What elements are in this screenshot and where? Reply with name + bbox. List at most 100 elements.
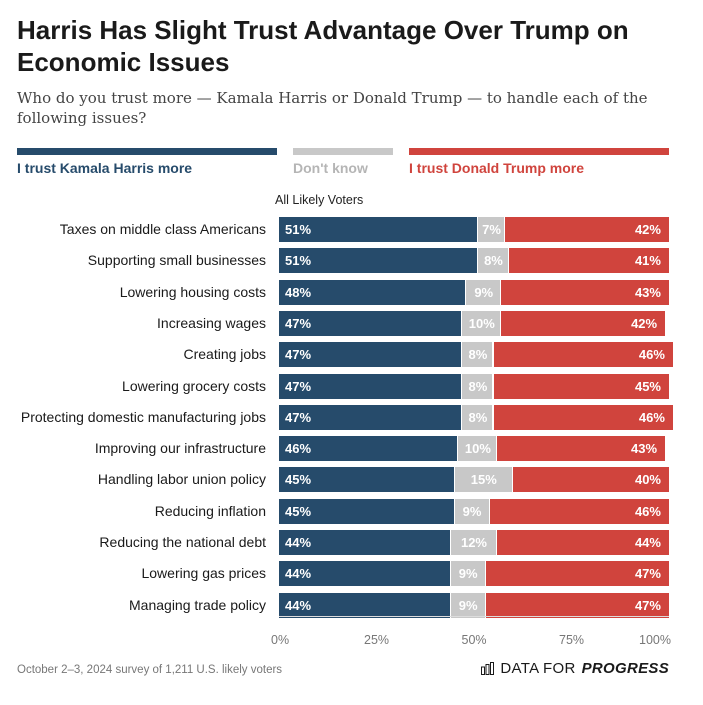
bar-segment-trump [497,530,669,555]
bar-segment-dontknow [450,592,485,618]
category-label: Reducing inflation [154,502,266,519]
value-label-harris: 47% [285,315,312,331]
legend-dontknow: Don't know [293,148,393,176]
value-label-trump: 43% [631,441,658,457]
value-label-dontknow: 9% [458,566,478,582]
value-label-dontknow: 7% [482,222,501,237]
bar-segment-dontknow [450,530,497,555]
bar-segment-dontknow [462,342,493,368]
bar-segment-harris [279,561,450,587]
panel-label: All Likely Voters [275,193,364,207]
bar-segment-harris [279,217,477,242]
bar-segment-harris [279,310,462,336]
value-label-dontknow: 8% [484,253,503,269]
value-label-trump: 41% [634,253,661,269]
value-label-dontknow: 8% [468,409,488,425]
chart-title: Harris Has Slight Trust Advantage Over T… [17,15,629,77]
value-label-trump: 43% [634,284,661,300]
bar-segment-dontknow [450,561,485,587]
legend-harris-swatch [17,148,277,155]
bar-segment-trump [493,404,673,430]
category-label: Lowering grocery costs [122,377,266,394]
bar-segment-harris [279,436,458,462]
bar-segment-harris [279,279,466,305]
value-label-trump: 46% [638,409,665,425]
value-label-harris: 45% [285,472,312,488]
bar-segment-harris [279,248,477,274]
value-label-dontknow: 9% [474,284,494,300]
bar-segment-dontknow [462,310,501,336]
value-label-trump: 46% [638,347,665,363]
bar-segment-trump [505,217,669,242]
logo-prefix: DATA FOR [500,660,576,677]
legend-dontknow-label: Don't know [293,160,368,176]
bar-segment-trump [489,498,669,524]
category-label: Increasing wages [157,314,266,331]
value-label-harris: 47% [285,409,312,425]
category-label: Supporting small businesses [87,252,266,269]
survey-footnote: October 2–3, 2024 survey of 1,211 U.S. l… [17,664,283,676]
data-for-progress-logo: DATA FOR PROGRESS [481,660,669,677]
bar-segment-trump [485,592,669,618]
legend-harris: I trust Kamala Harris more [17,148,277,176]
category-label: Lowering housing costs [119,283,266,300]
value-label-dontknow: 9% [458,597,478,613]
bar-segment-trump [493,342,673,368]
category-label: Reducing the national debt [99,534,266,550]
bar-segment-dontknow [466,279,501,305]
value-label-dontknow: 10% [464,441,491,457]
value-label-trump: 42% [631,315,658,331]
value-label-harris: 46% [285,441,312,457]
category-label: Lowering gas prices [141,565,266,582]
bar-segment-dontknow [477,248,509,274]
bar-segment-trump [509,248,669,274]
bar-segment-dontknow [454,498,489,524]
category-label: Improving our infrastructure [94,440,266,457]
value-label-trump: 46% [634,503,661,519]
value-label-dontknow: 15% [470,472,497,488]
value-label-dontknow: 8% [468,378,488,394]
bar-segment-dontknow [462,404,493,430]
value-label-trump: 40% [634,472,661,488]
bar-segment-harris [279,467,454,493]
bar-segment-harris [279,592,450,618]
value-label-trump: 45% [634,378,661,394]
value-label-harris: 51% [285,222,312,237]
value-label-trump: 42% [634,222,661,237]
value-label-trump: 47% [634,566,661,582]
bar-segment-trump [501,279,669,305]
value-label-harris: 45% [285,503,312,519]
legend-dontknow-swatch [293,148,393,155]
bar-segment-harris [279,530,450,555]
category-label: Taxes on middle class Americans [59,221,266,237]
value-label-harris: 44% [285,597,312,613]
bar-segment-trump [513,467,669,493]
bar-segment-trump [485,561,669,587]
value-label-dontknow: 10% [468,315,495,331]
bar-segment-harris [279,404,462,430]
bar-segment-trump [497,436,666,462]
legend-trump: I trust Donald Trump more [409,148,669,176]
bar-segment-dontknow [458,436,497,462]
value-label-harris: 51% [285,253,312,269]
value-label-harris: 47% [285,347,312,363]
legend-harris-label: I trust Kamala Harris more [17,160,193,176]
category-label: Protecting domestic manufacturing jobs [20,408,266,425]
bar-segment-dontknow [477,217,505,242]
value-label-dontknow: 12% [460,535,487,550]
chart-subtitle: Who do you trust more — Kamala Harris or… [17,89,648,127]
bar-segment-harris [279,498,454,524]
category-label: Handling labor union policy [97,471,266,488]
category-label: Creating jobs [183,346,267,363]
value-label-harris: 44% [285,566,312,582]
bar-segment-dontknow [454,467,512,493]
x-tick-label: 75% [559,633,585,647]
bar-segment-harris [279,342,462,368]
value-label-trump: 44% [634,535,661,550]
bar-segment-trump [501,310,666,336]
bar-chart-icon [481,662,495,675]
legend-trump-label: I trust Donald Trump more [409,160,585,176]
x-axis-line [279,616,669,617]
bar-segment-harris [279,373,462,399]
logo-strong: PROGRESS [581,660,669,677]
